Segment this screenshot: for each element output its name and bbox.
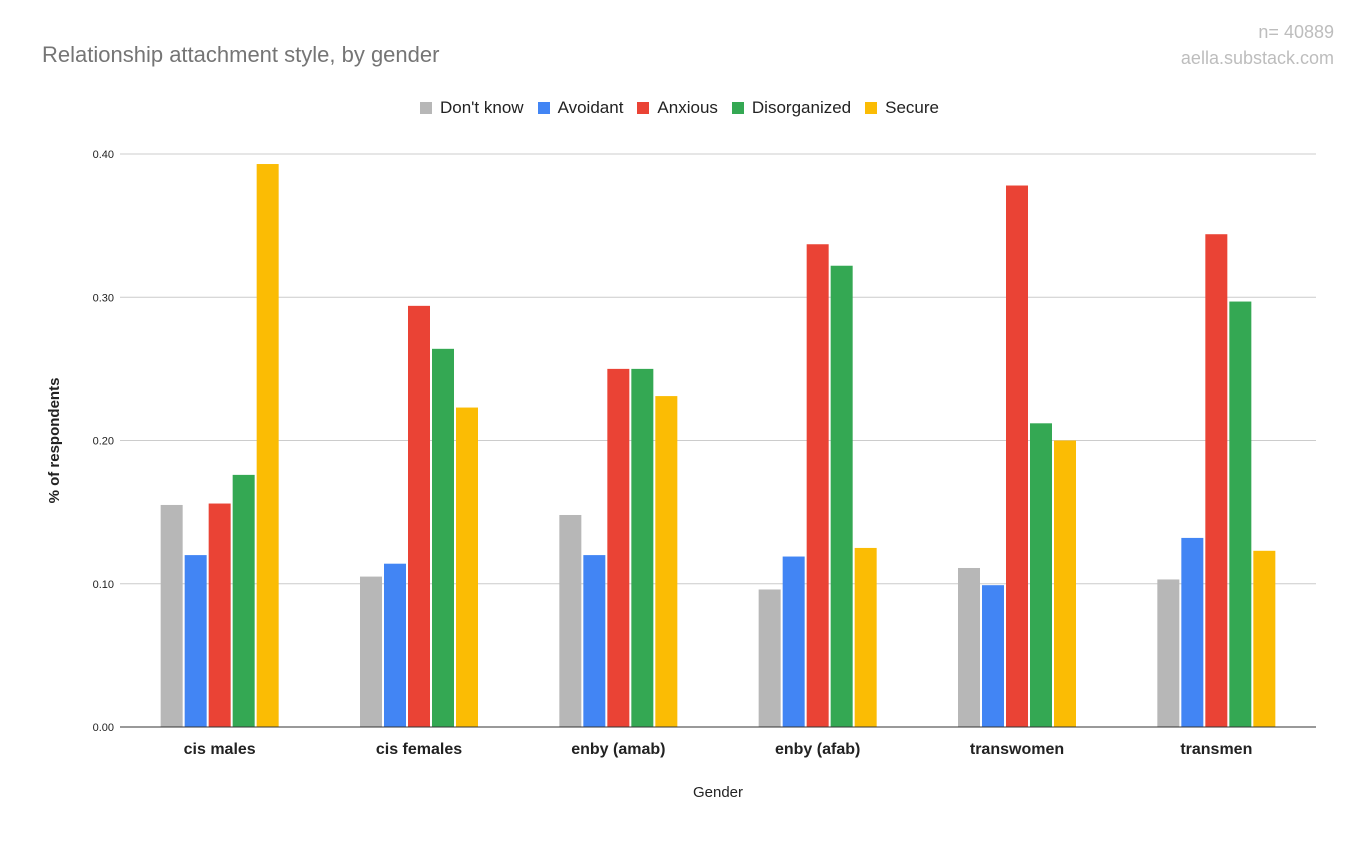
legend-swatch	[731, 102, 744, 114]
x-tick-label: transwomen	[970, 741, 1064, 758]
bar-cis-females-anxious	[408, 305, 430, 727]
bar-transmen-avoidant	[1181, 537, 1204, 727]
legend-item-disorganized: Disorganized	[731, 98, 852, 118]
legend-label: Anxious	[657, 98, 718, 117]
gridlines	[120, 153, 1316, 585]
bar-enby-amab-avoidant	[583, 555, 606, 727]
bar-enby-afab-disorganized	[830, 265, 853, 727]
bar-transwomen-disorganized	[1030, 423, 1052, 727]
legend-label: Avoidant	[557, 98, 624, 117]
bar-enby-afab-don-t-know	[758, 589, 781, 727]
legend-item-don-t-know: Don't know	[419, 98, 524, 118]
y-axis-ticks: 0.00 0.10 0.20 0.30 0.40	[93, 149, 114, 734]
y-tick-label: 0.20	[93, 436, 114, 448]
legend-label: Don't know	[439, 98, 524, 117]
legend-swatch	[537, 102, 550, 114]
bar-enby-amab-don-t-know	[559, 514, 582, 727]
legend-swatch	[419, 102, 432, 114]
chart-legend: Don't know Avoidant Anxious Disorganized Sec…	[0, 98, 1359, 118]
x-tick-label: cis males	[184, 741, 256, 758]
sample-size-note: n= 40889	[1258, 22, 1334, 42]
bar-enby-afab-avoidant	[782, 556, 805, 727]
bar-cis-females-don-t-know	[360, 576, 382, 727]
bar-cis-females-secure	[456, 407, 478, 727]
x-tick-label: enby (afab)	[775, 741, 860, 758]
bar-transmen-anxious	[1205, 234, 1228, 727]
source-note: aella.substack.com	[1180, 48, 1334, 68]
bar-transmen-don-t-know	[1157, 579, 1180, 727]
bar-cis-females-avoidant	[384, 563, 406, 727]
bar-cis-males-secure	[256, 164, 279, 728]
x-tick-label: transmen	[1180, 741, 1252, 758]
x-tick-label: cis females	[376, 741, 462, 758]
legend-item-anxious: Anxious	[637, 98, 718, 118]
bar-cis-males-don-t-know	[160, 504, 183, 727]
bar-enby-afab-anxious	[806, 244, 829, 727]
legend-item-avoidant: Avoidant	[537, 98, 624, 118]
bar-cis-males-anxious	[208, 503, 231, 727]
bar-enby-amab-disorganized	[631, 368, 654, 727]
y-tick-label: 0.10	[93, 579, 114, 591]
x-axis-categories: cis males cis females enby (amab) enby (afa…	[184, 741, 1253, 758]
bar-transwomen-don-t-know	[958, 567, 980, 727]
x-tick-label: enby (amab)	[571, 741, 665, 758]
bar-transwomen-avoidant	[982, 585, 1004, 727]
legend-swatch	[637, 102, 650, 114]
bar-transwomen-secure	[1054, 440, 1076, 727]
chart-title: Relationship attachment style, by gender	[42, 42, 440, 67]
bar-cis-males-disorganized	[232, 474, 255, 727]
legend-label: Disorganized	[751, 98, 852, 117]
bar-transwomen-anxious	[1006, 185, 1028, 727]
bar-enby-afab-secure	[854, 547, 877, 727]
bar-enby-amab-secure	[655, 396, 678, 727]
bar-enby-amab-anxious	[607, 368, 630, 727]
bar-transmen-disorganized	[1229, 301, 1252, 727]
y-tick-label: 0.00	[93, 722, 114, 734]
y-axis-title: % of respondents	[46, 378, 63, 504]
legend-label: Secure	[885, 98, 940, 117]
y-tick-label: 0.40	[93, 149, 114, 161]
bar-transmen-secure	[1253, 550, 1276, 727]
x-axis-title: Gender	[693, 784, 743, 801]
bars	[160, 164, 1276, 728]
bar-cis-females-disorganized	[432, 348, 454, 727]
legend-swatch	[865, 102, 878, 114]
legend-item-secure: Secure	[865, 98, 939, 118]
y-tick-label: 0.30	[93, 292, 114, 304]
bar-cis-males-avoidant	[184, 555, 207, 727]
